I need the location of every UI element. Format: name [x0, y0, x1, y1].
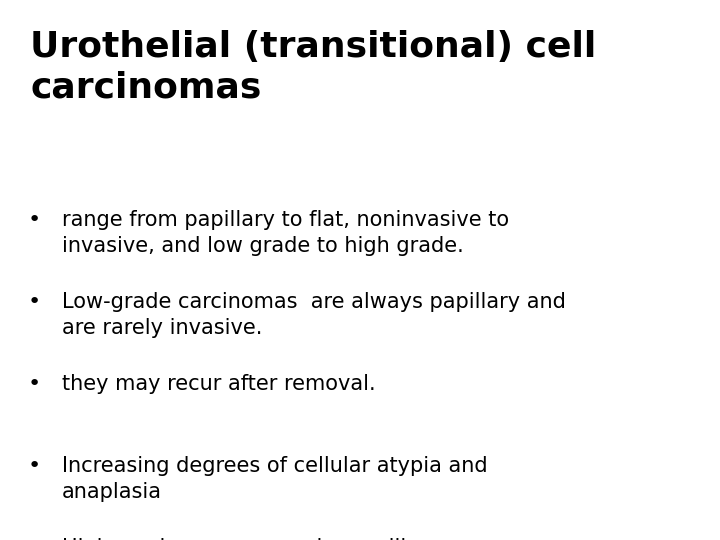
Text: Increasing degrees of cellular atypia and
anaplasia: Increasing degrees of cellular atypia an… — [62, 456, 487, 502]
Text: High-grade cancers can be papillary or
occasionally flat.: High-grade cancers can be papillary or o… — [62, 538, 468, 540]
Text: they may recur after removal.: they may recur after removal. — [62, 374, 376, 394]
Text: •: • — [28, 538, 41, 540]
Text: •: • — [28, 292, 41, 312]
Text: range from papillary to flat, noninvasive to
invasive, and low grade to high gra: range from papillary to flat, noninvasiv… — [62, 210, 509, 255]
Text: •: • — [28, 210, 41, 230]
Text: Urothelial (transitional) cell: Urothelial (transitional) cell — [30, 30, 596, 64]
Text: carcinomas: carcinomas — [30, 70, 261, 104]
Text: •: • — [28, 374, 41, 394]
Text: Low-grade carcinomas  are always papillary and
are rarely invasive.: Low-grade carcinomas are always papillar… — [62, 292, 566, 338]
Text: •: • — [28, 456, 41, 476]
